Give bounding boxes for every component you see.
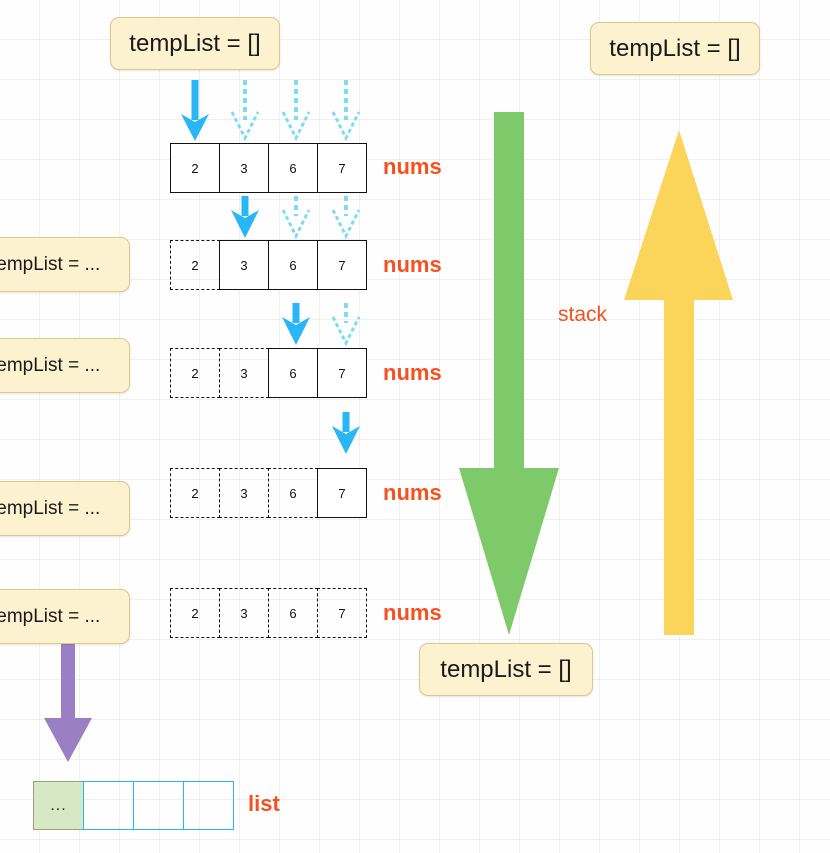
nums-cell[interactable]: 2 xyxy=(170,143,220,193)
nums-cell[interactable]: 2 xyxy=(170,348,220,398)
templist-box-top-left-label: tempList = [] xyxy=(129,29,261,57)
result-list-cell-3[interactable] xyxy=(183,781,234,830)
templist-box-bottom-mid-label: tempList = [] xyxy=(440,655,572,683)
nums-cell[interactable]: 6 xyxy=(268,143,318,193)
templist-box-level-2[interactable]: tempList = ... xyxy=(0,338,130,393)
nums-cell[interactable]: 7 xyxy=(317,468,367,518)
dashed-cyan-arrow-r2-c3 xyxy=(331,303,361,347)
nums-array-level-2: 2 3 6 7 xyxy=(170,348,367,398)
result-list-cell-0[interactable]: ... xyxy=(33,781,84,830)
nums-label-level-3: nums xyxy=(383,480,442,505)
nums-cell[interactable]: 3 xyxy=(219,588,269,638)
templist-box-level-4[interactable]: tempList = ... xyxy=(0,589,130,644)
templist-box-top-right-label: tempList = [] xyxy=(609,34,741,62)
templist-box-bottom-mid[interactable]: tempList = [] xyxy=(419,643,593,696)
nums-label-level-0: nums xyxy=(383,154,442,179)
nums-cell[interactable]: 7 xyxy=(317,143,367,193)
nums-array-level-1: 2 3 6 7 xyxy=(170,240,367,290)
stack-label: stack xyxy=(558,303,608,326)
nums-cell[interactable]: 7 xyxy=(317,348,367,398)
solid-cyan-arrow-level-2 xyxy=(282,303,310,345)
nums-array-level-0: 2 3 6 7 xyxy=(170,143,367,193)
solid-cyan-arrow-level-1 xyxy=(231,196,259,238)
templist-box-level-2-label: tempList = ... xyxy=(0,354,101,376)
nums-cell[interactable]: 7 xyxy=(317,588,367,638)
green-recursion-arrow xyxy=(459,112,559,635)
nums-cell[interactable]: 3 xyxy=(219,143,269,193)
nums-cell[interactable]: 6 xyxy=(268,468,318,518)
dashed-cyan-arrow-r1-c3 xyxy=(331,196,361,240)
nums-label-level-2: nums xyxy=(383,360,442,385)
nums-cell[interactable]: 2 xyxy=(170,240,220,290)
nums-label-level-4: nums xyxy=(383,600,442,625)
dashed-cyan-arrow-r1-c2 xyxy=(281,196,311,240)
nums-cell[interactable]: 2 xyxy=(170,468,220,518)
result-list-cell-1[interactable] xyxy=(83,781,134,830)
nums-cell[interactable]: 6 xyxy=(268,588,318,638)
result-list: ... xyxy=(33,781,234,830)
templist-box-level-3-label: tempList = ... xyxy=(0,497,101,519)
templist-box-level-3[interactable]: tempList = ... xyxy=(0,481,130,536)
dashed-cyan-arrow-r0-c3 xyxy=(331,80,361,142)
result-list-cell-2[interactable] xyxy=(133,781,184,830)
nums-cell[interactable]: 3 xyxy=(219,348,269,398)
nums-cell[interactable]: 7 xyxy=(317,240,367,290)
nums-cell[interactable]: 6 xyxy=(268,240,318,290)
yellow-stack-arrow xyxy=(624,130,733,635)
templist-box-top-left[interactable]: tempList = [] xyxy=(110,17,280,70)
result-list-label: list xyxy=(248,791,280,816)
solid-cyan-arrow-level-3 xyxy=(332,412,360,454)
nums-cell[interactable]: 2 xyxy=(170,588,220,638)
templist-box-level-1-label: tempList = ... xyxy=(0,253,101,275)
nums-array-level-3: 2 3 6 7 xyxy=(170,468,367,518)
nums-cell[interactable]: 3 xyxy=(219,240,269,290)
dashed-cyan-arrow-r0-c1 xyxy=(230,80,260,142)
nums-array-level-4: 2 3 6 7 xyxy=(170,588,367,638)
templist-box-level-4-label: tempList = ... xyxy=(0,605,101,627)
nums-cell[interactable]: 6 xyxy=(268,348,318,398)
dashed-cyan-arrow-r0-c2 xyxy=(281,80,311,142)
solid-cyan-arrow-level-0 xyxy=(181,80,209,141)
purple-append-arrow xyxy=(44,638,92,762)
nums-label-level-1: nums xyxy=(383,252,442,277)
nums-cell[interactable]: 3 xyxy=(219,468,269,518)
templist-box-top-right[interactable]: tempList = [] xyxy=(590,22,760,75)
templist-box-level-1[interactable]: tempList = ... xyxy=(0,237,130,292)
